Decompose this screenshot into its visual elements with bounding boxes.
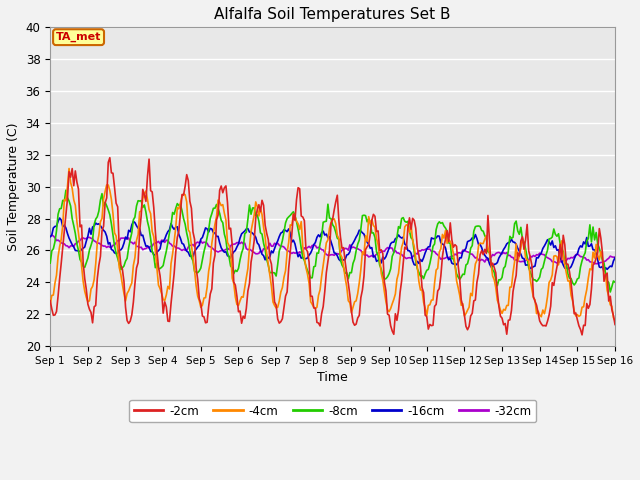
- Y-axis label: Soil Temperature (C): Soil Temperature (C): [7, 122, 20, 251]
- X-axis label: Time: Time: [317, 372, 348, 384]
- Title: Alfalfa Soil Temperatures Set B: Alfalfa Soil Temperatures Set B: [214, 7, 451, 22]
- Legend: -2cm, -4cm, -8cm, -16cm, -32cm: -2cm, -4cm, -8cm, -16cm, -32cm: [129, 400, 536, 422]
- Text: TA_met: TA_met: [56, 32, 101, 42]
